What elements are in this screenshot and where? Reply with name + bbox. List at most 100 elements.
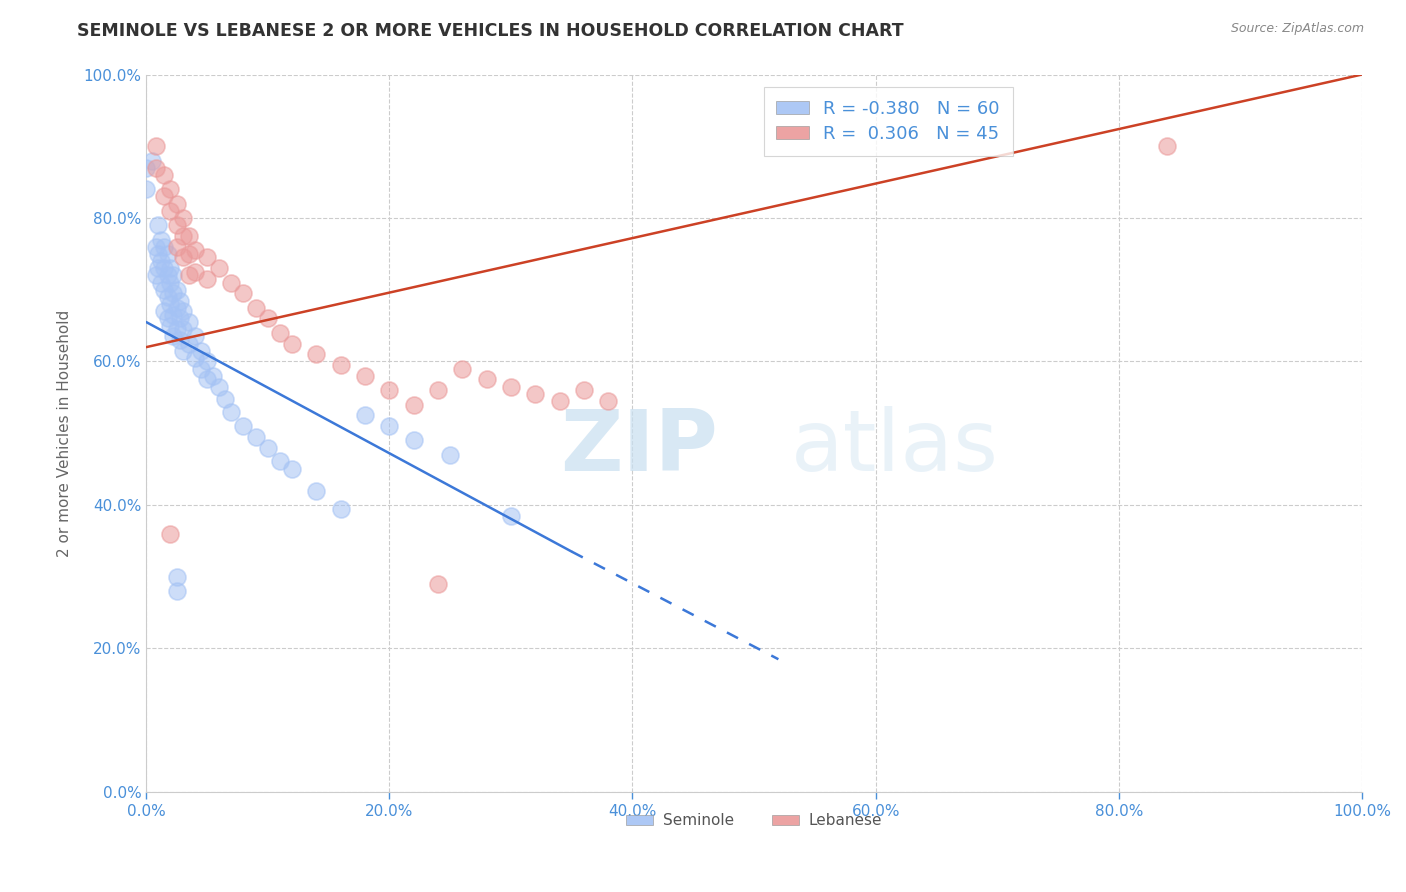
Point [162,329,184,343]
Point [572,383,595,397]
Point [145,268,167,283]
Legend: Seminole, Lebanese: Seminole, Lebanese [620,807,889,835]
Point [166,301,188,315]
Point [148,247,170,261]
Point [149,254,172,268]
Point [159,318,181,333]
Point [177,268,200,283]
Point [329,358,352,372]
Point [169,333,191,347]
Point [135,182,157,196]
Point [177,315,200,329]
Point [184,351,207,365]
Point [172,304,194,318]
Point [145,161,167,175]
Point [208,379,231,393]
Point [162,268,184,283]
Point [166,240,188,254]
Point [378,383,401,397]
Point [208,261,231,276]
Point [202,368,225,383]
Point [378,419,401,434]
Point [195,272,218,286]
Point [1156,139,1178,153]
Point [166,584,188,599]
Point [219,276,242,290]
Point [157,311,180,326]
Point [159,203,181,218]
Text: ZIP: ZIP [560,406,717,489]
Point [232,286,254,301]
Point [245,301,267,315]
Point [195,251,218,265]
Point [219,405,242,419]
Point [354,368,377,383]
Point [426,383,449,397]
Point [281,336,304,351]
Point [157,247,180,261]
Point [149,276,172,290]
Point [598,394,620,409]
Point [153,168,176,182]
Point [214,392,236,406]
Point [548,394,571,409]
Point [141,153,163,168]
Point [159,182,181,196]
Point [145,139,167,153]
Point [451,361,474,376]
Point [190,343,212,358]
Point [153,261,176,276]
Point [475,372,498,386]
Point [281,462,304,476]
Point [524,386,547,401]
Point [153,283,176,297]
Point [148,218,170,232]
Y-axis label: 2 or more Vehicles in Household: 2 or more Vehicles in Household [58,310,72,557]
Point [153,240,176,254]
Point [184,265,207,279]
Point [172,251,194,265]
Point [162,308,184,322]
Point [149,233,172,247]
Point [329,501,352,516]
Point [305,347,328,361]
Point [166,283,188,297]
Point [184,244,207,258]
Point [190,361,212,376]
Point [439,448,461,462]
Point [135,161,157,175]
Point [499,508,522,523]
Point [166,322,188,336]
Point [177,229,200,244]
Point [245,430,267,444]
Point [157,268,180,283]
Point [169,293,191,308]
Point [354,409,377,423]
Point [157,290,180,304]
Point [166,196,188,211]
Point [402,398,425,412]
Point [159,526,181,541]
Point [159,261,181,276]
Point [177,336,200,351]
Point [184,329,207,343]
Point [269,453,291,467]
Point [159,276,181,290]
Text: SEMINOLE VS LEBANESE 2 OR MORE VEHICLES IN HOUSEHOLD CORRELATION CHART: SEMINOLE VS LEBANESE 2 OR MORE VEHICLES … [77,22,904,40]
Point [172,229,194,244]
Point [269,326,291,340]
Point [195,372,218,386]
Point [305,483,328,498]
Point [172,322,194,336]
Point [145,240,167,254]
Point [232,419,254,434]
Point [148,261,170,276]
Point [195,354,218,368]
Point [402,434,425,448]
Point [166,570,188,584]
Point [256,441,278,455]
Point [153,189,176,203]
Point [172,211,194,225]
Point [162,286,184,301]
Text: atlas: atlas [790,406,998,489]
